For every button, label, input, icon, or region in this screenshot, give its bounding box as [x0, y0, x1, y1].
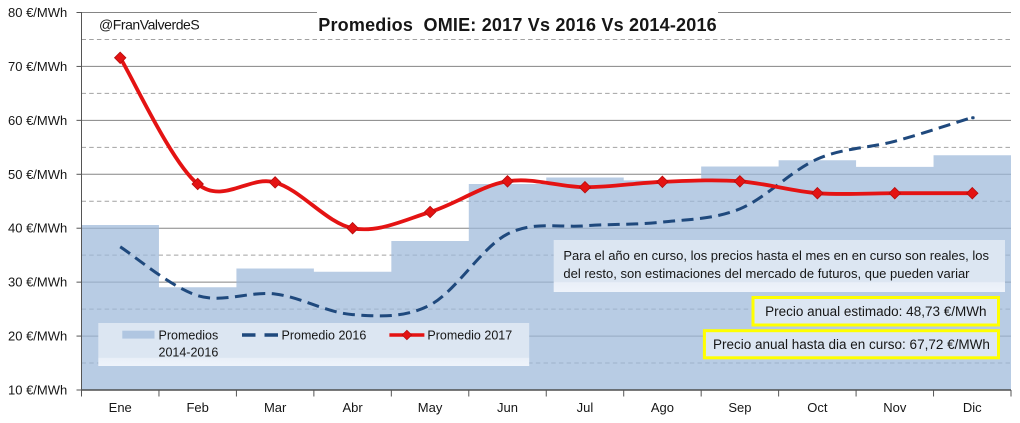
svg-text:Promedios OMIE: 2017 Vs 2016: Promedios OMIE: 2017 Vs 2016 Vs 2014-201… [318, 15, 717, 35]
svg-text:Mar: Mar [264, 400, 287, 415]
svg-text:Sep: Sep [728, 400, 751, 415]
svg-text:Precio anual hasta dia en curs: Precio anual hasta dia en curso: 67,72 €… [713, 337, 990, 352]
svg-text:10 €/MWh: 10 €/MWh [8, 383, 67, 398]
svg-text:Para el año en curso, los prec: Para el año en curso, los precios hasta … [563, 248, 989, 263]
svg-text:Oct: Oct [807, 400, 828, 415]
svg-text:Promedio 2017: Promedio 2017 [427, 329, 512, 343]
svg-text:Promedio 2016: Promedio 2016 [282, 329, 367, 343]
svg-text:Abr: Abr [342, 400, 363, 415]
svg-text:Dic: Dic [963, 400, 982, 415]
svg-text:Nov: Nov [883, 400, 907, 415]
svg-text:Feb: Feb [186, 400, 208, 415]
svg-text:Ago: Ago [651, 400, 674, 415]
svg-text:20 €/MWh: 20 €/MWh [8, 329, 67, 344]
svg-text:Promedios: Promedios [159, 329, 219, 343]
svg-text:Jun: Jun [497, 400, 518, 415]
svg-text:60 €/MWh: 60 €/MWh [8, 113, 67, 128]
svg-text:2014-2016: 2014-2016 [159, 346, 219, 360]
svg-text:Ene: Ene [109, 400, 132, 415]
svg-text:40 €/MWh: 40 €/MWh [8, 221, 67, 236]
svg-text:May: May [418, 400, 443, 415]
svg-text:@FranValverdeS: @FranValverdeS [99, 17, 199, 33]
svg-text:Jul: Jul [577, 400, 594, 415]
svg-text:30 €/MWh: 30 €/MWh [8, 275, 67, 290]
svg-text:del resto, son estimaciones de: del resto, son estimaciones del mercado … [563, 266, 970, 281]
svg-text:50 €/MWh: 50 €/MWh [8, 167, 67, 182]
svg-text:70 €/MWh: 70 €/MWh [8, 59, 67, 74]
svg-text:80 €/MWh: 80 €/MWh [8, 5, 67, 20]
svg-text:Precio anual estimado: 48,73 €: Precio anual estimado: 48,73 €/MWh [765, 304, 986, 319]
